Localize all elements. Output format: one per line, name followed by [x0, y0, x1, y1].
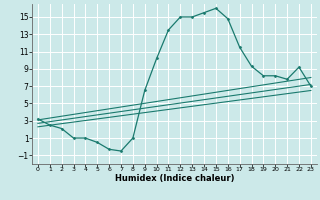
- X-axis label: Humidex (Indice chaleur): Humidex (Indice chaleur): [115, 174, 234, 183]
